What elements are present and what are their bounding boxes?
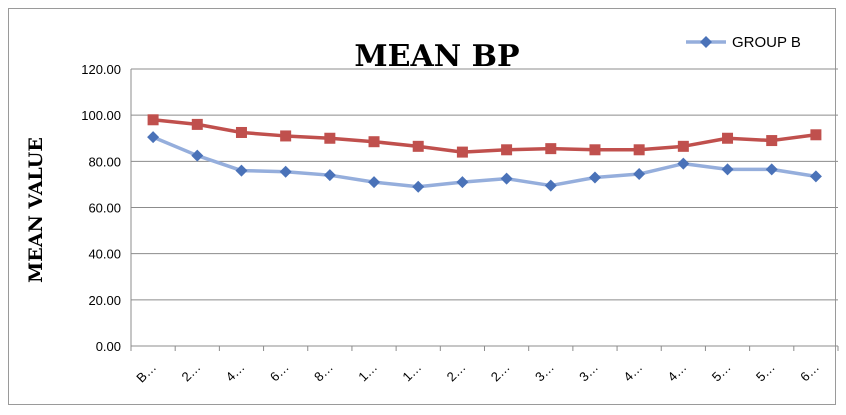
chart-title: MEAN BP: [354, 39, 519, 74]
data-point: [722, 132, 734, 144]
x-tick-label: 4…: [620, 360, 645, 385]
legend: GROUP B: [686, 34, 801, 51]
data-point: [147, 131, 160, 144]
data-point: [412, 180, 425, 193]
legend-label: GROUP B: [732, 34, 801, 51]
data-point: [147, 114, 159, 126]
data-point: [809, 170, 822, 183]
data-point: [456, 146, 468, 158]
x-tick-label: B…: [133, 360, 159, 386]
data-point: [191, 149, 204, 162]
y-tick-label: 60.00: [88, 201, 121, 216]
y-tick-label: 0.00: [96, 339, 121, 354]
data-point: [501, 144, 513, 156]
data-point: [633, 168, 646, 181]
series-line: [152, 118, 817, 154]
data-point: [721, 163, 734, 176]
data-point: [500, 172, 513, 185]
data-point: [324, 132, 336, 144]
data-point: [412, 140, 424, 152]
y-tick-label: 80.00: [88, 154, 121, 169]
data-point: [368, 176, 381, 189]
data-point: [589, 144, 601, 156]
x-tick-label: 4…: [223, 360, 248, 385]
x-tick-label: 3…: [532, 360, 557, 385]
data-point: [279, 165, 292, 178]
y-tick-label: 20.00: [88, 293, 121, 308]
data-point: [235, 126, 247, 138]
x-tick-label: 8…: [311, 360, 336, 385]
y-tick-label: 40.00: [88, 247, 121, 262]
data-point: [368, 136, 380, 148]
y-tick-label: 120.00: [81, 62, 121, 77]
x-tick-label: 3…: [576, 360, 601, 385]
y-axis-label: MEAN VALUE: [25, 137, 47, 283]
x-tick-label: 2…: [444, 360, 469, 385]
data-point: [544, 179, 557, 192]
y-tick-label: 100.00: [81, 108, 121, 123]
data-point: [323, 169, 336, 182]
legend-marker: [700, 36, 712, 48]
data-point: [235, 164, 248, 177]
data-point: [677, 157, 690, 170]
data-point: [280, 130, 292, 142]
series-line: [152, 135, 817, 189]
x-tick-label: 2…: [178, 360, 203, 385]
x-tick-label: 1…: [399, 360, 424, 385]
x-tick-label: 5…: [753, 360, 778, 385]
x-tick-label: 2…: [488, 360, 513, 385]
data-point: [810, 129, 822, 141]
chart-frame: [8, 8, 836, 405]
x-tick-label: 6…: [797, 360, 822, 385]
x-tick-label: 1…: [355, 360, 380, 385]
data-point: [765, 163, 778, 176]
data-point: [456, 176, 469, 189]
data-point: [191, 118, 203, 130]
data-point: [677, 140, 689, 152]
data-point: [633, 144, 645, 156]
x-tick-label: 5…: [709, 360, 734, 385]
x-tick-label: 4…: [665, 360, 690, 385]
data-point: [545, 143, 557, 155]
data-point: [766, 135, 778, 147]
x-tick-label: 6…: [267, 360, 292, 385]
data-point: [588, 171, 601, 184]
